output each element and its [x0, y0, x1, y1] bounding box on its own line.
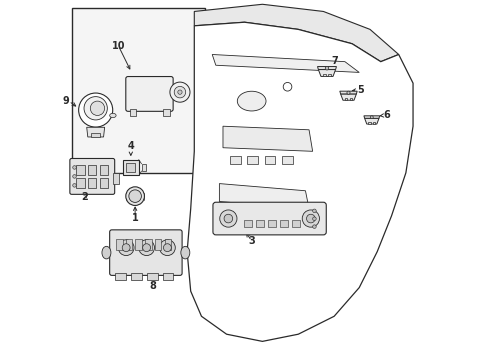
Text: 4: 4: [127, 141, 134, 151]
FancyBboxPatch shape: [212, 202, 325, 235]
Text: 10: 10: [111, 41, 125, 50]
Circle shape: [312, 225, 316, 228]
Bar: [322, 74, 325, 76]
Bar: [163, 273, 173, 280]
Circle shape: [312, 209, 316, 213]
Circle shape: [118, 240, 134, 256]
Circle shape: [169, 82, 190, 102]
Polygon shape: [212, 54, 359, 72]
Bar: [125, 239, 132, 250]
Bar: [327, 74, 330, 76]
Circle shape: [346, 91, 349, 94]
Circle shape: [73, 175, 76, 178]
FancyBboxPatch shape: [125, 77, 173, 111]
Polygon shape: [194, 4, 398, 62]
Bar: [116, 239, 122, 250]
Bar: [76, 178, 84, 188]
Text: 2: 2: [81, 192, 87, 202]
Polygon shape: [86, 127, 104, 137]
Text: 1: 1: [131, 213, 138, 222]
FancyBboxPatch shape: [109, 230, 182, 275]
Polygon shape: [318, 69, 335, 76]
Text: 9: 9: [62, 96, 69, 106]
Circle shape: [163, 244, 171, 252]
Bar: [264, 156, 275, 164]
Bar: [247, 156, 258, 164]
Bar: [88, 178, 96, 188]
Ellipse shape: [181, 246, 189, 259]
Bar: [115, 273, 126, 280]
Polygon shape: [339, 91, 356, 94]
Bar: [267, 220, 276, 226]
Ellipse shape: [109, 113, 116, 118]
Text: 8: 8: [149, 281, 156, 291]
Bar: [76, 165, 84, 175]
Bar: [244, 220, 252, 226]
Circle shape: [283, 82, 291, 91]
Circle shape: [312, 217, 316, 221]
Bar: [88, 165, 96, 175]
Ellipse shape: [79, 93, 112, 127]
Circle shape: [159, 240, 175, 256]
Bar: [147, 273, 158, 280]
Ellipse shape: [102, 246, 111, 259]
Bar: [100, 178, 108, 188]
Bar: [126, 163, 135, 172]
Text: 6: 6: [383, 111, 389, 121]
Bar: [372, 122, 375, 124]
Ellipse shape: [125, 187, 144, 206]
Circle shape: [302, 210, 319, 227]
Text: 7: 7: [331, 56, 338, 66]
Bar: [349, 98, 352, 100]
Polygon shape: [363, 116, 379, 118]
Circle shape: [142, 244, 150, 252]
Bar: [281, 156, 292, 164]
Bar: [291, 220, 299, 226]
Bar: [163, 109, 169, 116]
Polygon shape: [364, 118, 378, 124]
Polygon shape: [223, 126, 312, 151]
Bar: [129, 109, 136, 116]
Circle shape: [224, 214, 232, 223]
Circle shape: [122, 244, 130, 252]
Ellipse shape: [237, 91, 265, 111]
Polygon shape: [317, 67, 336, 69]
Circle shape: [139, 240, 154, 256]
Bar: [280, 220, 287, 226]
Circle shape: [174, 86, 185, 98]
Bar: [72, 8, 204, 173]
Circle shape: [325, 67, 328, 70]
Bar: [155, 239, 161, 250]
Circle shape: [73, 166, 76, 169]
Circle shape: [369, 116, 372, 119]
Bar: [164, 239, 171, 250]
Bar: [131, 273, 142, 280]
Bar: [344, 98, 346, 100]
Circle shape: [178, 90, 182, 94]
Bar: [122, 159, 139, 175]
Ellipse shape: [128, 190, 141, 202]
Bar: [145, 239, 151, 250]
FancyBboxPatch shape: [70, 158, 115, 194]
Bar: [256, 220, 264, 226]
Bar: [91, 133, 100, 137]
Bar: [142, 164, 145, 171]
Circle shape: [73, 184, 76, 187]
Polygon shape: [340, 94, 356, 100]
Circle shape: [306, 214, 314, 223]
Text: 3: 3: [248, 236, 255, 246]
Text: 5: 5: [357, 85, 364, 95]
Circle shape: [219, 210, 237, 227]
Bar: [367, 122, 370, 124]
Ellipse shape: [84, 96, 107, 120]
Bar: [135, 239, 142, 250]
Polygon shape: [219, 184, 308, 209]
Bar: [100, 165, 108, 175]
Polygon shape: [187, 22, 412, 341]
Bar: [113, 173, 119, 184]
Bar: [230, 156, 241, 164]
Circle shape: [90, 101, 104, 116]
